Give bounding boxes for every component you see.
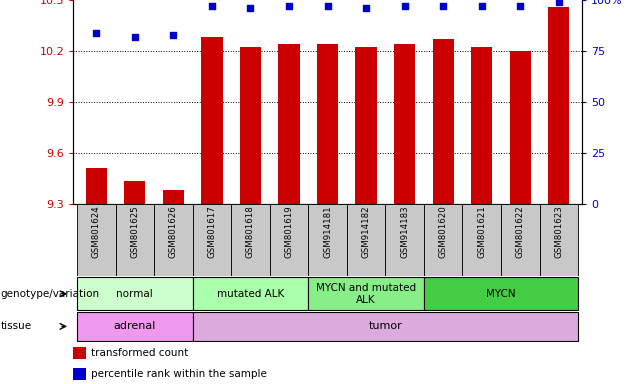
Text: mutated ALK: mutated ALK — [217, 289, 284, 299]
Bar — [193, 277, 308, 310]
Text: GSM801625: GSM801625 — [130, 206, 139, 258]
Bar — [163, 190, 184, 204]
Bar — [424, 204, 462, 276]
Bar — [86, 168, 107, 204]
Text: GSM801617: GSM801617 — [207, 206, 216, 258]
Bar — [394, 44, 415, 204]
Point — [207, 3, 217, 9]
Point — [245, 5, 256, 11]
Bar — [501, 204, 539, 276]
Text: tumor: tumor — [368, 321, 402, 331]
Bar — [116, 204, 154, 276]
Text: MYCN and mutated
ALK: MYCN and mutated ALK — [316, 283, 416, 305]
Bar — [270, 204, 308, 276]
Text: transformed count: transformed count — [91, 348, 188, 358]
Bar — [73, 368, 86, 380]
Bar — [73, 347, 86, 359]
Bar — [462, 204, 501, 276]
Bar — [356, 48, 377, 204]
Point — [476, 3, 487, 9]
Bar — [317, 44, 338, 204]
Bar — [193, 204, 231, 276]
Bar — [308, 204, 347, 276]
Text: tissue: tissue — [1, 321, 32, 331]
Bar — [279, 44, 300, 204]
Text: percentile rank within the sample: percentile rank within the sample — [91, 369, 267, 379]
Point — [284, 3, 294, 9]
Point — [515, 3, 525, 9]
Text: normal: normal — [116, 289, 153, 299]
Text: GSM914181: GSM914181 — [323, 206, 332, 258]
Bar — [193, 312, 578, 341]
Bar — [202, 37, 223, 204]
Text: GSM914183: GSM914183 — [400, 206, 409, 258]
Bar — [471, 48, 492, 204]
Text: GSM801624: GSM801624 — [92, 206, 100, 258]
Text: GSM801619: GSM801619 — [284, 206, 293, 258]
Point — [91, 30, 101, 36]
Point — [322, 3, 333, 9]
Bar — [77, 204, 116, 276]
Point — [361, 5, 371, 11]
Bar — [347, 204, 385, 276]
Bar — [539, 204, 578, 276]
Bar — [240, 48, 261, 204]
Bar — [432, 39, 453, 204]
Bar — [77, 277, 193, 310]
Bar — [548, 7, 569, 204]
Text: GSM914182: GSM914182 — [362, 206, 371, 258]
Bar — [231, 204, 270, 276]
Bar — [308, 277, 424, 310]
Text: GSM801621: GSM801621 — [477, 206, 486, 258]
Bar — [77, 312, 193, 341]
Text: adrenal: adrenal — [114, 321, 156, 331]
Point — [399, 3, 410, 9]
Text: MYCN: MYCN — [486, 289, 516, 299]
Bar — [154, 204, 193, 276]
Text: genotype/variation: genotype/variation — [1, 289, 100, 299]
Point — [554, 0, 564, 5]
Text: GSM801620: GSM801620 — [439, 206, 448, 258]
Bar — [424, 277, 578, 310]
Point — [169, 31, 179, 38]
Text: GSM801622: GSM801622 — [516, 206, 525, 258]
Text: GSM801626: GSM801626 — [169, 206, 178, 258]
Text: GSM801623: GSM801623 — [555, 206, 563, 258]
Bar — [124, 182, 146, 204]
Point — [130, 33, 140, 40]
Bar — [385, 204, 424, 276]
Bar — [509, 51, 531, 204]
Text: GSM801618: GSM801618 — [246, 206, 255, 258]
Point — [438, 3, 448, 9]
